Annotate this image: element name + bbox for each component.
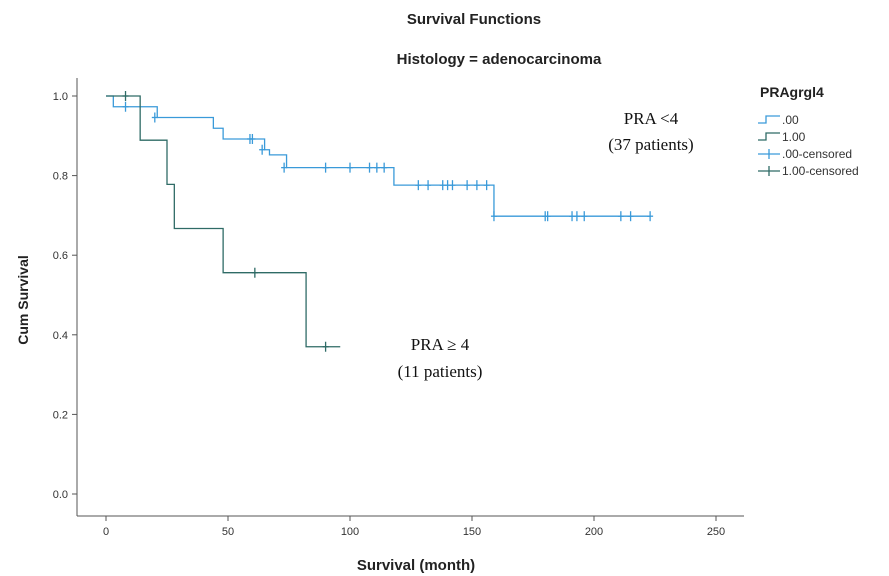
y-tick-label: 1.0	[53, 91, 68, 103]
annotation-pra-ge4-line2: (11 patients)	[398, 362, 483, 381]
legend-step-swatch	[758, 115, 780, 124]
y-tick-label: 0.2	[53, 409, 68, 421]
y-axis-label: Cum Survival	[15, 255, 31, 344]
censor-mark	[483, 180, 490, 191]
censor-mark	[249, 133, 256, 144]
legend: PRAgrgl4 .00 1.00 .00-censored 1.00-censore…	[758, 84, 859, 178]
censor-mark	[366, 162, 373, 173]
censor-mark	[425, 180, 432, 191]
legend-entry: .00	[758, 113, 799, 127]
censor-mark	[151, 112, 158, 123]
censor-mark	[449, 180, 456, 191]
annotation-pra-lt4: PRA <4 (37 patients)	[608, 109, 693, 154]
series-layer	[106, 91, 654, 352]
censor-mark	[490, 211, 497, 222]
legend-label: 1.00-censored	[782, 164, 859, 178]
censor-mark	[573, 211, 580, 222]
censor-mark	[464, 180, 471, 191]
y-tick-label: 0.4	[53, 330, 68, 342]
y-tick-label: 0.8	[53, 171, 68, 183]
legend-entry: .00-censored	[758, 147, 852, 161]
survival-step-line	[106, 95, 651, 217]
legend-step-swatch	[758, 132, 780, 141]
series-pra-100	[106, 91, 341, 352]
x-tick-label: 0	[103, 526, 109, 538]
legend-items: .00 1.00 .00-censored 1.00-censored	[758, 113, 859, 178]
censor-mark	[581, 211, 588, 222]
annotation-pra-ge4: PRA ≥ 4 (11 patients)	[398, 335, 483, 381]
annotation-pra-ge4-line1: PRA ≥ 4	[411, 335, 470, 354]
censor-mark	[122, 91, 129, 101]
chart-title: Survival Functions	[407, 11, 541, 28]
x-axis-label: Survival (month)	[357, 557, 475, 574]
censor-mark	[544, 211, 551, 222]
legend-entry: 1.00	[758, 130, 806, 144]
x-tick-label: 150	[463, 526, 481, 538]
legend-label: .00	[782, 113, 799, 127]
annotation-pra-lt4-line2: (37 patients)	[608, 135, 693, 154]
legend-label: .00-censored	[782, 147, 852, 161]
censor-mark	[381, 162, 388, 173]
series-pra-00	[106, 95, 654, 222]
x-tick-label: 100	[341, 526, 359, 538]
censor-mark	[259, 144, 266, 155]
y-tick-label: 0.0	[53, 489, 68, 501]
legend-title: PRAgrgl4	[760, 84, 824, 100]
x-tick-label: 200	[585, 526, 603, 538]
censor-mark	[627, 211, 634, 222]
legend-entry: 1.00-censored	[758, 164, 859, 178]
survival-step-line	[106, 95, 341, 348]
y-tick-label: 0.6	[53, 250, 68, 262]
axes: 0 50 100 150 200 250 0.0 0.2 0.4 0.6 0.8 1.0	[53, 78, 744, 538]
censor-mark	[322, 162, 329, 173]
censor-mark	[122, 101, 129, 112]
censor-mark	[473, 180, 480, 191]
censor-mark	[647, 211, 654, 222]
legend-label: 1.00	[782, 130, 806, 144]
x-tick-label: 250	[707, 526, 725, 538]
censor-mark	[415, 180, 422, 191]
censor-mark	[322, 341, 329, 352]
annotation-pra-lt4-line1: PRA <4	[624, 109, 679, 128]
censor-mark	[251, 267, 258, 278]
censor-mark	[373, 162, 380, 173]
chart-subtitle: Histology = adenocarcinoma	[397, 51, 602, 68]
censor-mark	[347, 162, 353, 173]
censor-mark	[617, 211, 624, 222]
censor-mark	[281, 162, 288, 173]
x-tick-label: 50	[222, 526, 234, 538]
